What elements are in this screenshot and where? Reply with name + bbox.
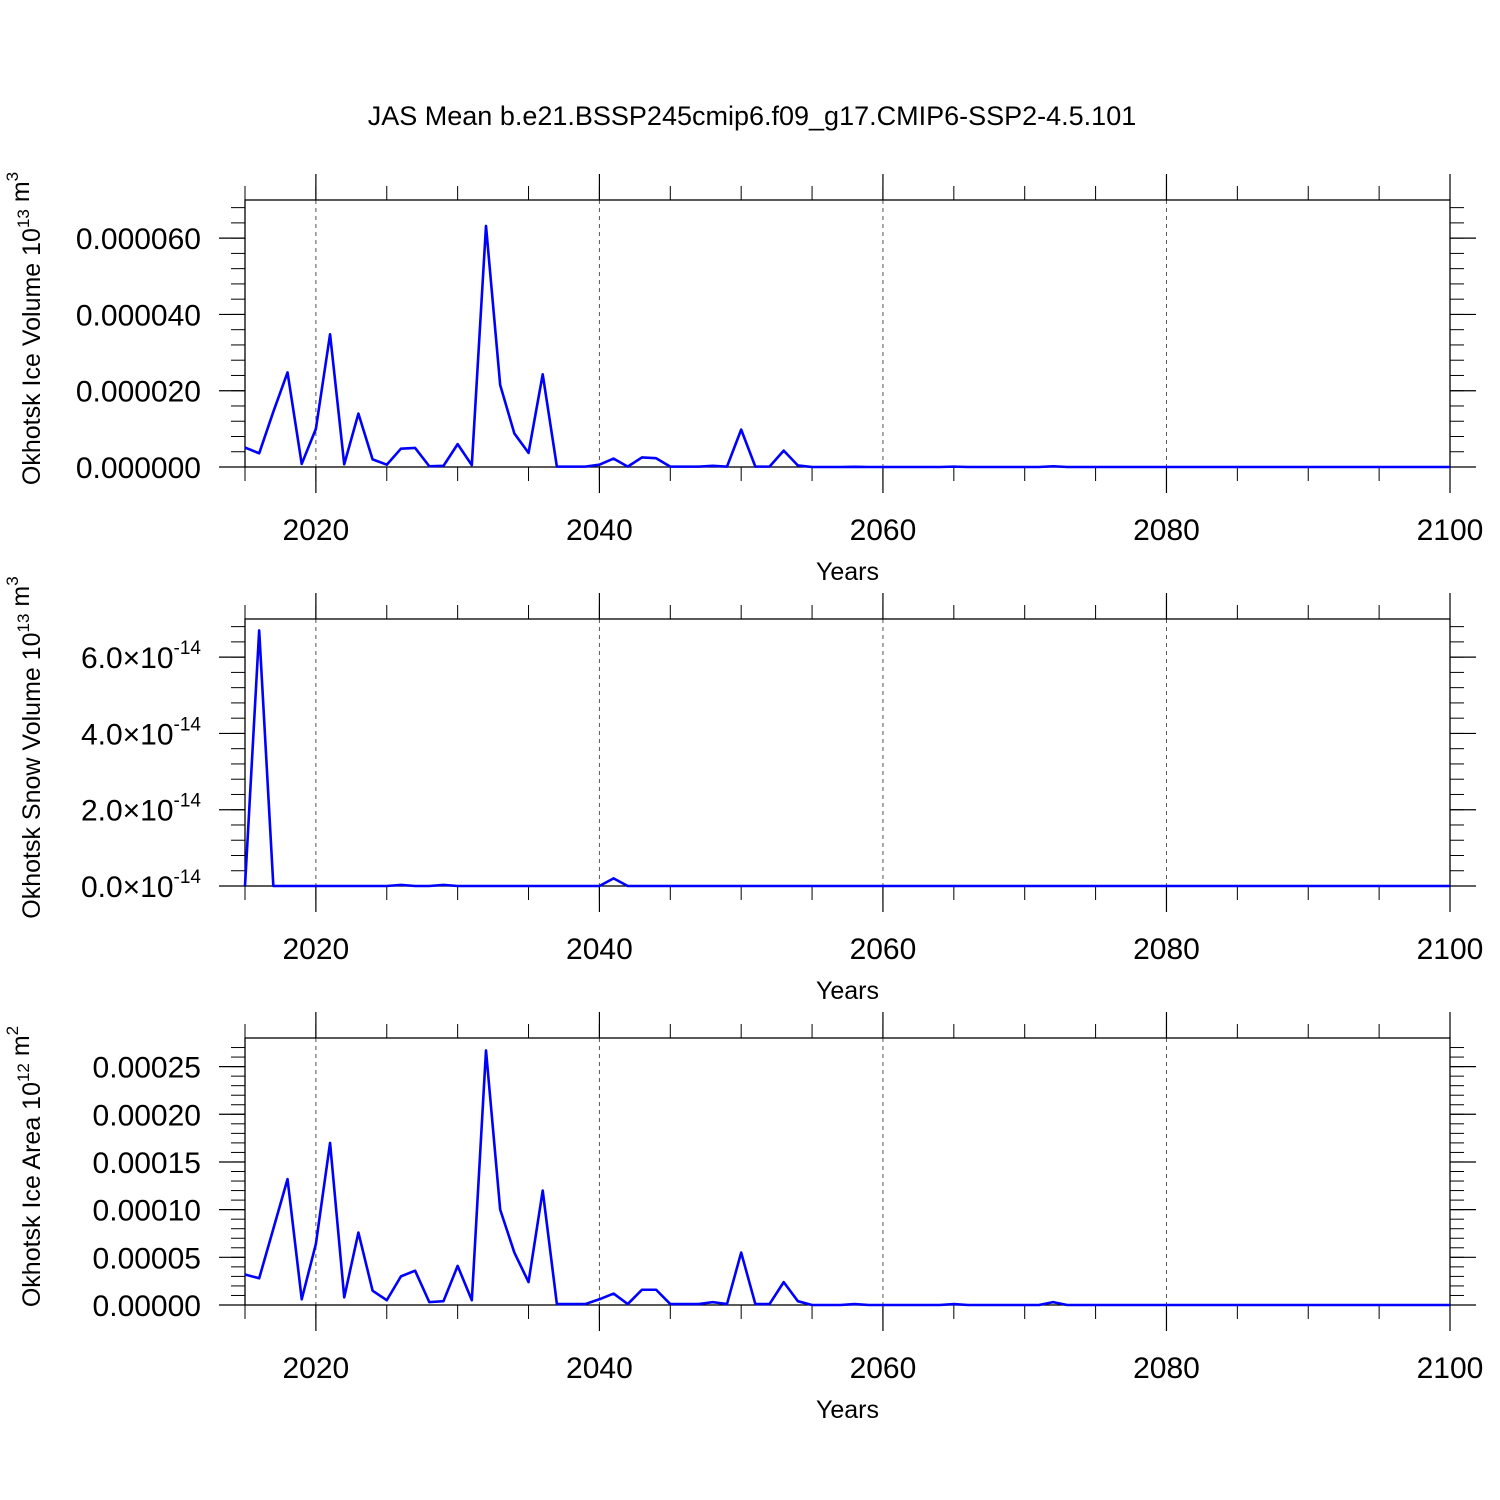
y-tick-label-base: 0.00015 (93, 1147, 201, 1180)
y-axis-title-exponent: 13 (14, 209, 33, 228)
y-tick-label: 2.0×10-14 (81, 791, 201, 828)
y-tick-label: 6.0×10-14 (81, 638, 201, 675)
y-axis-title: Okhotsk Ice Volume 1013 m3 (3, 172, 46, 485)
x-tick-label: 2020 (283, 933, 350, 966)
y-axis-title-unit-exponent: 2 (3, 1026, 22, 1035)
x-tick-label: 2040 (566, 514, 633, 547)
x-tick-label: 2080 (1133, 1352, 1200, 1385)
y-tick-label: 0.00010 (93, 1195, 201, 1228)
y-axis-title-unit-exponent: 3 (3, 576, 22, 585)
y-axis-title-text: Okhotsk Ice Area 10 (18, 1082, 46, 1307)
panel-2: 2020 2040 2060 2080 21000.0×10-142.0×10-144.… (3, 576, 1483, 1005)
y-axis-title-text: Okhotsk Ice Volume 10 (18, 228, 46, 485)
y-tick-label-base: 4.0×10 (81, 718, 174, 751)
x-tick-label: 2040 (566, 1352, 633, 1385)
x-tick-label: 2080 (1133, 933, 1200, 966)
panel-3: 2020 2040 2060 2080 2100 0.00000 0.00005 0.0001… (3, 1012, 1483, 1424)
x-tick-label: 2060 (850, 514, 917, 547)
y-tick-label-base: 0.000040 (76, 299, 201, 332)
y-tick-label-exponent: -14 (174, 867, 202, 888)
y-tick-label: 0.0×10-14 (81, 867, 201, 904)
y-tick-label-base: 2.0×10 (81, 795, 174, 828)
y-tick-label-base: 0.00010 (93, 1195, 201, 1228)
panel-1: 2020 2040 2060 2080 2100 0.000000 0.000020 0.00… (3, 172, 1483, 586)
y-tick-label-base: 0.000020 (76, 376, 201, 409)
y-tick-label-exponent: -14 (174, 791, 202, 812)
x-axis-title: Years (816, 977, 879, 1005)
series-line (243, 629, 1450, 888)
y-tick-label-base: 0.00025 (93, 1052, 201, 1085)
y-tick-label: 0.00005 (93, 1242, 201, 1275)
y-axis-title-text: Okhotsk Snow Volume 10 (18, 632, 46, 918)
x-tick-label: 2060 (850, 933, 917, 966)
x-axis-title: Years (816, 1396, 879, 1424)
y-axis-title-exponent: 12 (14, 1063, 33, 1082)
y-tick-label-base: 6.0×10 (81, 642, 174, 675)
y-tick-label: 0.00000 (93, 1290, 201, 1323)
x-axis-title: Years (816, 558, 879, 586)
y-axis-title-exponent: 13 (14, 614, 33, 633)
y-tick-label: 0.00020 (93, 1099, 201, 1132)
y-tick-label-base: 0.0×10 (81, 871, 174, 904)
x-tick-label: 2100 (1417, 933, 1484, 966)
x-tick-label: 2100 (1417, 514, 1484, 547)
y-tick-label-base: 0.00020 (93, 1099, 201, 1132)
series-line (244, 224, 1450, 469)
y-tick-label-base: 0.000000 (76, 452, 201, 485)
x-tick-label: 2060 (850, 1352, 917, 1385)
x-tick-label: 2020 (283, 514, 350, 547)
y-tick-label: 0.00025 (93, 1052, 201, 1085)
y-tick-label-base: 0.000060 (76, 223, 201, 256)
y-tick-label: 4.0×10-14 (81, 714, 201, 751)
y-tick-label-exponent: -14 (174, 714, 202, 735)
y-tick-label: 0.000060 (76, 223, 201, 256)
x-tick-label: 2040 (566, 933, 633, 966)
y-tick-label: 0.000000 (76, 452, 201, 485)
y-tick-label: 0.000040 (76, 299, 201, 332)
y-axis-title: Okhotsk Ice Area 1012 m2 (3, 1026, 46, 1307)
chart-title: JAS Mean b.e21.BSSP245cmip6.f09_g17.CMIP… (368, 101, 1136, 131)
y-axis-title-unit: m (7, 586, 35, 614)
y-tick-label: 0.00015 (93, 1147, 201, 1180)
y-tick-label-base: 0.00000 (93, 1290, 201, 1323)
y-axis-title: Okhotsk Snow Volume 1013 m3 (3, 576, 46, 918)
y-tick-label-base: 0.00005 (93, 1242, 201, 1275)
x-tick-label: 2020 (283, 1352, 350, 1385)
y-tick-label: 0.000020 (76, 376, 201, 409)
y-axis-title-unit: m (7, 181, 35, 209)
y-axis-title-unit-exponent: 3 (3, 172, 22, 181)
x-tick-label: 2080 (1133, 514, 1200, 547)
series-line (244, 1049, 1450, 1307)
y-tick-label-exponent: -14 (174, 638, 202, 659)
y-axis-title-unit: m (7, 1035, 35, 1063)
x-tick-label: 2100 (1417, 1352, 1484, 1385)
